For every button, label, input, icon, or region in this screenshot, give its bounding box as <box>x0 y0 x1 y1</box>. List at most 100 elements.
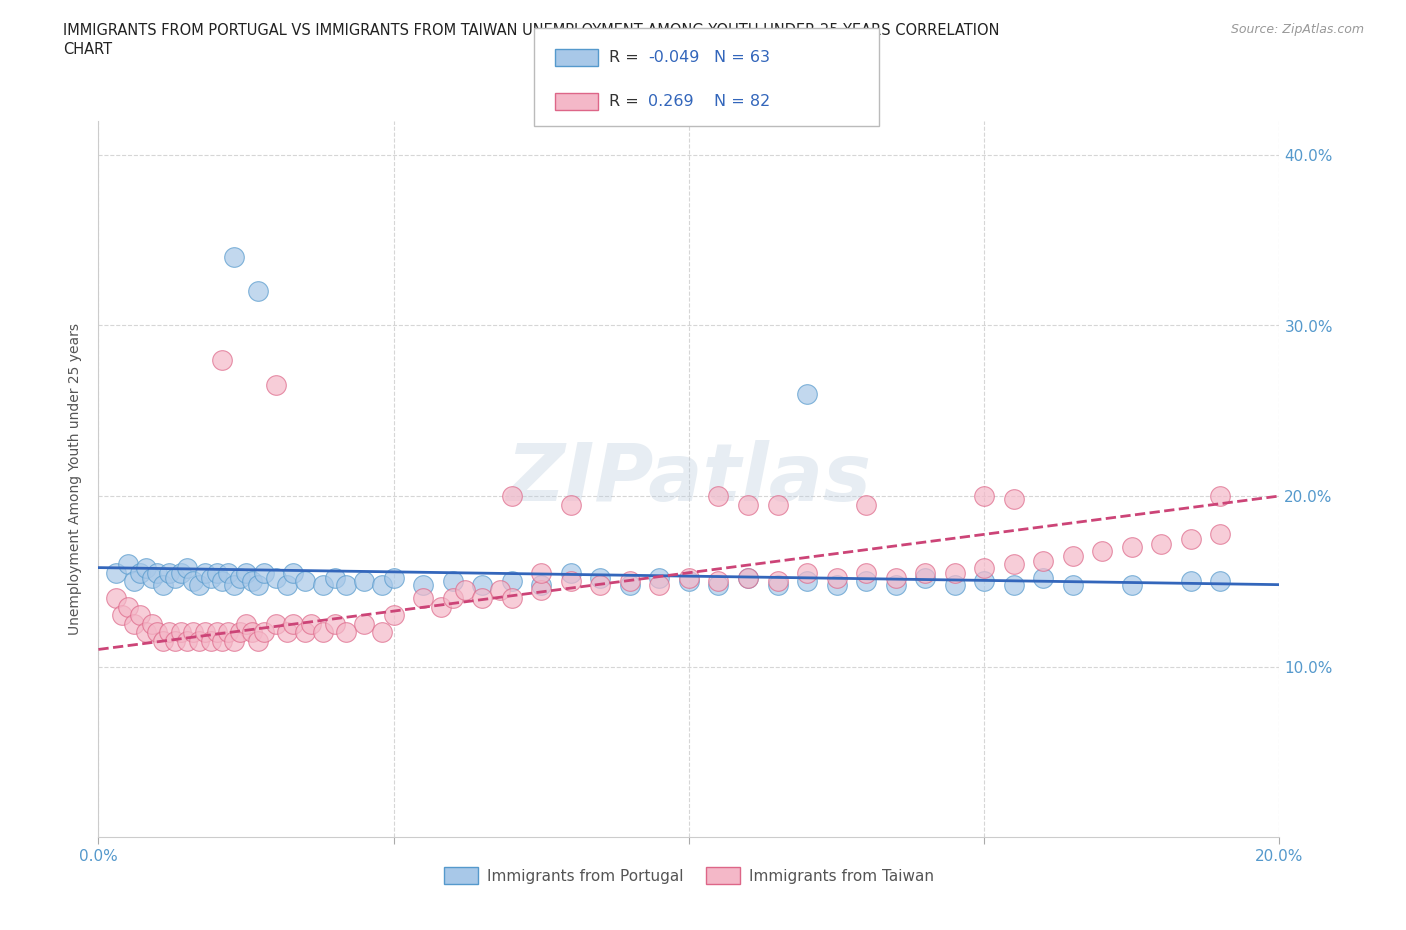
Point <box>737 497 759 512</box>
Point <box>229 625 252 640</box>
Point <box>766 574 789 589</box>
Point <box>141 617 163 631</box>
Point <box>678 574 700 589</box>
Text: N = 82: N = 82 <box>714 94 770 109</box>
Point <box>648 570 671 585</box>
Point <box>1121 578 1143 592</box>
Point <box>165 570 187 585</box>
Point <box>181 574 204 589</box>
Text: CHART: CHART <box>63 42 112 57</box>
Point <box>943 565 966 580</box>
Point <box>914 565 936 580</box>
Point <box>489 582 512 597</box>
Point <box>737 570 759 585</box>
Point <box>353 617 375 631</box>
Point <box>678 570 700 585</box>
Point <box>111 608 134 623</box>
Point <box>589 570 612 585</box>
Point <box>200 570 222 585</box>
Point <box>589 578 612 592</box>
Point <box>283 617 305 631</box>
Point <box>1032 553 1054 568</box>
Point <box>294 574 316 589</box>
Point <box>1150 537 1173 551</box>
Point <box>194 625 217 640</box>
Point <box>128 608 150 623</box>
Point <box>152 578 174 592</box>
Point <box>560 497 582 512</box>
Point <box>246 284 269 299</box>
Text: ZIPatlas: ZIPatlas <box>506 440 872 518</box>
Point <box>312 625 335 640</box>
Point <box>973 488 995 503</box>
Point <box>1209 574 1232 589</box>
Point <box>501 574 523 589</box>
Point <box>855 574 877 589</box>
Point <box>211 352 233 367</box>
Point <box>501 488 523 503</box>
Point <box>412 578 434 592</box>
Point <box>128 565 150 580</box>
Point <box>707 574 730 589</box>
Point <box>973 560 995 575</box>
Point <box>176 633 198 648</box>
Point <box>253 625 276 640</box>
Point <box>235 565 257 580</box>
Point <box>224 633 246 648</box>
Point <box>1032 570 1054 585</box>
Point <box>294 625 316 640</box>
Point <box>176 560 198 575</box>
Point <box>855 497 877 512</box>
Point <box>299 617 322 631</box>
Point <box>530 565 553 580</box>
Point <box>135 560 157 575</box>
Point <box>205 625 228 640</box>
Point <box>619 574 641 589</box>
Point <box>211 633 233 648</box>
Point <box>1209 526 1232 541</box>
Point <box>217 565 239 580</box>
Point <box>1180 574 1202 589</box>
Text: Source: ZipAtlas.com: Source: ZipAtlas.com <box>1230 23 1364 36</box>
Point <box>1062 549 1084 564</box>
Point <box>1062 578 1084 592</box>
Point <box>796 574 818 589</box>
Point <box>235 617 257 631</box>
Point <box>105 591 128 605</box>
Point <box>1002 557 1025 572</box>
Point <box>323 617 346 631</box>
Point <box>914 570 936 585</box>
Point <box>211 574 233 589</box>
Point <box>240 574 263 589</box>
Point <box>707 578 730 592</box>
Point <box>430 600 453 615</box>
Point <box>382 608 405 623</box>
Point <box>371 578 394 592</box>
Point <box>1209 488 1232 503</box>
Point <box>453 582 475 597</box>
Legend: Immigrants from Portugal, Immigrants from Taiwan: Immigrants from Portugal, Immigrants fro… <box>437 861 941 890</box>
Point <box>122 617 145 631</box>
Point <box>135 625 157 640</box>
Text: R =: R = <box>609 49 644 65</box>
Point <box>619 578 641 592</box>
Point <box>737 570 759 585</box>
Point <box>412 591 434 605</box>
Point <box>105 565 128 580</box>
Point <box>146 565 169 580</box>
Point <box>335 625 357 640</box>
Point <box>224 250 246 265</box>
Point <box>181 625 204 640</box>
Point <box>441 574 464 589</box>
Text: N = 63: N = 63 <box>714 49 770 65</box>
Point <box>471 578 494 592</box>
Point <box>560 565 582 580</box>
Point <box>766 578 789 592</box>
Point <box>117 600 139 615</box>
Point <box>283 565 305 580</box>
Point <box>1121 539 1143 554</box>
Point <box>117 557 139 572</box>
Point <box>471 591 494 605</box>
Point <box>1091 543 1114 558</box>
Point <box>441 591 464 605</box>
